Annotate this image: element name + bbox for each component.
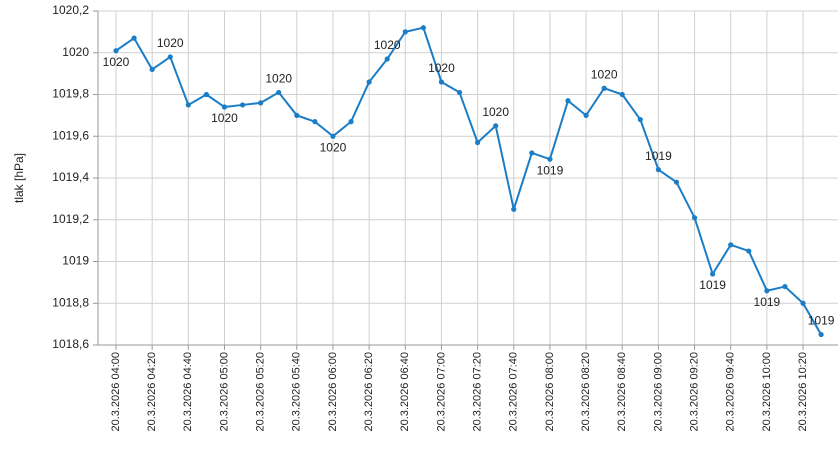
data-point — [475, 139, 481, 146]
data-point — [493, 123, 499, 129]
y-tick-label: 1019,2 — [52, 212, 89, 226]
data-point — [366, 79, 372, 85]
data-point — [511, 206, 517, 212]
data-point — [203, 91, 209, 98]
x-tick-label: 20.3.2026 06:40 — [399, 352, 411, 432]
data-point — [221, 104, 228, 110]
data-point — [529, 150, 535, 156]
data-point — [764, 288, 770, 294]
data-point — [239, 102, 246, 108]
data-point — [294, 112, 300, 118]
data-point — [258, 100, 264, 106]
data-point — [782, 283, 788, 290]
data-point — [276, 89, 282, 96]
data-point — [131, 35, 137, 41]
x-tick-label: 20.3.2026 05:40 — [291, 352, 303, 432]
x-tick-label: 20.3.2026 09:00 — [652, 352, 664, 432]
x-tick-label: 20.3.2026 04:20 — [146, 352, 158, 432]
x-tick-label: 20.3.2026 06:00 — [327, 352, 339, 432]
x-tick-label: 20.3.2026 05:00 — [218, 352, 230, 432]
data-point — [420, 25, 426, 31]
x-tick-label: 20.3.2026 10:20 — [797, 352, 809, 432]
x-tick-label: 20.3.2026 07:00 — [435, 352, 447, 432]
data-point — [673, 179, 680, 185]
data-label: 1019 — [645, 149, 672, 163]
x-tick-label: 20.3.2026 10:00 — [761, 352, 773, 432]
data-label: 1019 — [537, 163, 564, 177]
data-point — [710, 271, 716, 277]
data-point — [547, 156, 553, 162]
y-tick-label: 1020 — [62, 45, 89, 59]
x-tick-label: 20.3.2026 05:20 — [255, 352, 267, 432]
data-label: 1020 — [428, 61, 455, 75]
y-tick-label: 1020,2 — [52, 3, 89, 17]
data-point — [818, 331, 824, 338]
data-label: 1020 — [374, 38, 401, 52]
y-tick-label: 1019 — [62, 254, 89, 268]
data-label: 1020 — [265, 72, 292, 86]
data-label: 1020 — [103, 55, 130, 69]
data-point — [728, 242, 734, 248]
data-point — [113, 48, 119, 54]
data-point — [637, 116, 643, 123]
data-point — [312, 119, 318, 125]
x-tick-label: 20.3.2026 07:40 — [508, 352, 520, 432]
data-point — [619, 91, 625, 98]
data-label: 1019 — [699, 278, 726, 292]
x-tick-label: 20.3.2026 08:20 — [580, 352, 592, 432]
data-point — [167, 54, 173, 60]
y-axis-label: tlak [hPa] — [12, 153, 26, 203]
y-tick-label: 1018,6 — [52, 337, 89, 351]
data-label: 1020 — [320, 140, 347, 154]
data-label: 1020 — [482, 105, 509, 119]
data-point — [655, 167, 662, 173]
y-tick-label: 1019,4 — [52, 170, 89, 184]
x-tick-label: 20.3.2026 06:20 — [363, 352, 375, 432]
series-line — [115, 26, 822, 336]
data-point — [746, 248, 752, 254]
data-point — [149, 66, 155, 73]
data-point — [330, 133, 336, 139]
x-tick-label: 20.3.2026 04:40 — [182, 352, 194, 432]
data-label: 1020 — [157, 36, 184, 50]
data-point — [438, 79, 445, 85]
x-tick-label: 20.3.2026 04:00 — [110, 352, 122, 432]
x-tick-label: 20.3.2026 08:40 — [616, 352, 628, 432]
data-point — [800, 300, 806, 306]
data-point — [402, 29, 408, 35]
x-tick-label: 20.3.2026 08:00 — [544, 352, 556, 432]
data-label: 1019 — [808, 314, 835, 328]
data-point — [691, 215, 698, 221]
data-point — [348, 119, 354, 125]
data-label: 1020 — [591, 67, 618, 81]
data-point — [601, 85, 607, 91]
y-tick-label: 1019,6 — [52, 128, 89, 142]
data-label: 1020 — [211, 111, 238, 125]
x-tick-label: 20.3.2026 09:20 — [688, 352, 700, 432]
data-point — [583, 112, 589, 118]
data-label: 1019 — [754, 295, 781, 309]
x-tick-label: 20.3.2026 07:20 — [472, 352, 484, 432]
data-point — [456, 89, 463, 96]
y-tick-label: 1018,8 — [52, 295, 89, 309]
data-point — [185, 102, 191, 108]
x-tick-label: 20.3.2026 09:40 — [725, 352, 737, 432]
data-point — [384, 56, 390, 62]
data-point — [565, 98, 571, 104]
y-tick-label: 1019,8 — [52, 87, 89, 101]
